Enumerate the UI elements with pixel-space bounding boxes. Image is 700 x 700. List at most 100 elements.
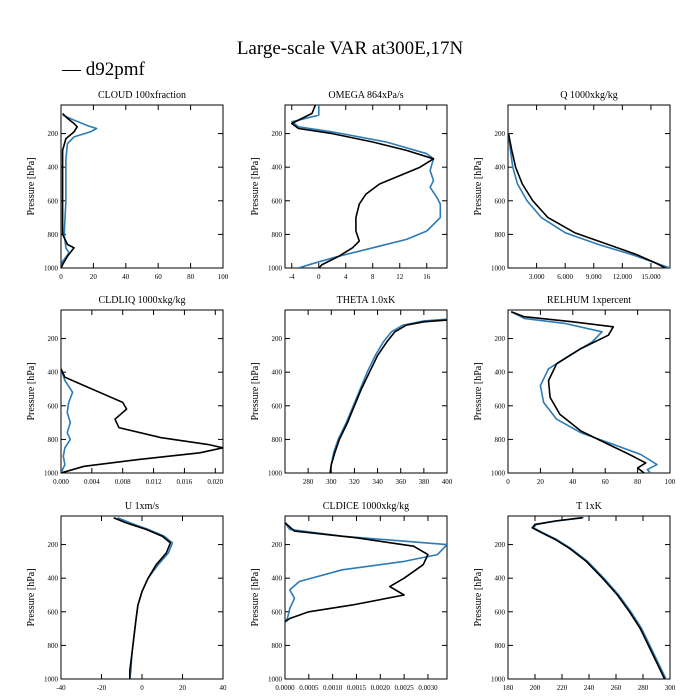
panel-8: T 1xK Pressure [hPa] 180 200 220 240 260 280 300… — [473, 501, 676, 692]
x-tick-label: 8 — [371, 273, 375, 281]
series-line-d92pmf — [329, 318, 447, 473]
y-tick-label: 200 — [48, 335, 59, 343]
y-tick-label: 400 — [48, 575, 59, 583]
x-tick-label: 9.000 — [586, 273, 602, 281]
y-tick-label: 400 — [272, 369, 283, 377]
y-tick-label: 600 — [48, 402, 59, 410]
x-tick-label: 0.0005 — [299, 684, 319, 692]
y-tick-label: 200 — [495, 130, 506, 138]
panel-title: OMEGA 864xPa/s — [328, 90, 403, 101]
y-axis-label: Pressure [hPa] — [250, 157, 261, 215]
x-tick-label: 0 — [140, 684, 144, 692]
y-tick-label: 800 — [48, 642, 59, 650]
x-tick-label: 280 — [303, 478, 314, 486]
y-axis-label: Pressure [hPa] — [473, 157, 484, 215]
x-tick-label: 40 — [122, 273, 130, 281]
x-tick-label: 0.020 — [207, 478, 223, 486]
y-tick-label: 200 — [48, 541, 59, 549]
y-tick-label: 200 — [48, 130, 59, 138]
x-tick-label: 60 — [155, 273, 163, 281]
series-line-d92pmf — [117, 516, 174, 679]
series-line-d92pmf — [61, 368, 74, 473]
series-line-black — [113, 516, 172, 679]
y-tick-label: 1000 — [491, 676, 506, 684]
x-tick-label: 0.008 — [115, 478, 131, 486]
x-tick-label: 0 — [506, 478, 510, 486]
series-line-black — [61, 112, 78, 268]
series-line-black — [329, 319, 447, 473]
y-tick-label: 600 — [495, 197, 506, 205]
y-tick-label: 600 — [495, 402, 506, 410]
x-tick-label: 320 — [349, 478, 360, 486]
y-tick-label: 1000 — [268, 265, 283, 273]
series-line-d92pmf — [61, 114, 98, 268]
panel-title: THETA 1.0xK — [337, 295, 396, 306]
legend-entry-d92pmf: — d92pmf — [61, 59, 146, 80]
y-tick-label: 1000 — [268, 676, 283, 684]
x-tick-label: 240 — [584, 684, 595, 692]
y-tick-label: 600 — [272, 608, 283, 616]
y-tick-label: 800 — [48, 436, 59, 444]
x-tick-label: 20 — [179, 684, 187, 692]
y-tick-label: 600 — [272, 197, 283, 205]
y-tick-label: 600 — [495, 608, 506, 616]
y-tick-label: 800 — [495, 436, 506, 444]
x-tick-label: 0.0010 — [323, 684, 343, 692]
y-tick-label: 200 — [495, 541, 506, 549]
x-tick-label: 12.000 — [613, 273, 633, 281]
y-tick-label: 400 — [48, 164, 59, 172]
figure-title: Large-scale VAR at300E,17N — [237, 38, 464, 59]
x-tick-label: 16 — [423, 273, 431, 281]
panel-7: CLDICE 1000xkg/kg Pressure [hPa] 0.0000 0.0… — [250, 501, 448, 692]
series-line-black — [61, 368, 223, 473]
x-tick-label: 80 — [187, 273, 195, 281]
y-tick-label: 1000 — [44, 265, 59, 273]
x-tick-label: 260 — [611, 684, 622, 692]
y-axis-label: Pressure [hPa] — [26, 362, 37, 420]
series-line-black — [510, 310, 647, 473]
panel-title: CLDICE 1000xkg/kg — [323, 501, 409, 512]
plot-frame — [284, 515, 448, 680]
y-axis-label: Pressure [hPa] — [473, 568, 484, 626]
panel-2: Q 1000xkg/kg Pressure [hPa] 3.000 6.000 9.00… — [473, 90, 671, 281]
panel-5: RELHUM 1xpercent Pressure [hPa] 0 20 40 60 80 1… — [473, 295, 676, 486]
panel-title: U 1xm/s — [125, 501, 159, 512]
panel-3: CLDLIQ 1000xkg/kg Pressure [hPa] 0.000 0.00… — [26, 295, 224, 486]
x-tick-label: 0 — [59, 273, 63, 281]
y-tick-label: 400 — [272, 164, 283, 172]
series-line-d92pmf — [510, 310, 658, 473]
x-tick-label: 400 — [442, 478, 453, 486]
panel-title: CLOUD 100xfraction — [98, 90, 186, 101]
x-tick-label: 340 — [372, 478, 383, 486]
y-tick-label: 800 — [272, 436, 283, 444]
x-tick-label: 300 — [326, 478, 337, 486]
x-tick-label: 20 — [537, 478, 545, 486]
x-tick-label: 100 — [218, 273, 229, 281]
x-tick-label: 360 — [395, 478, 406, 486]
y-tick-label: 800 — [495, 642, 506, 650]
plot-frame — [60, 309, 224, 474]
y-tick-label: 200 — [272, 130, 283, 138]
x-tick-label: 40 — [220, 684, 228, 692]
y-tick-label: 400 — [495, 164, 506, 172]
x-tick-label: 0.012 — [146, 478, 162, 486]
series-line-d92pmf — [508, 133, 670, 268]
x-tick-label: 200 — [530, 684, 541, 692]
plot-frame — [507, 104, 671, 269]
panel-grid: CLOUD 100xfraction Pressure [hPa] 0 20 40 60 8… — [26, 90, 676, 692]
x-tick-label: 0.000 — [53, 478, 69, 486]
x-tick-label: 220 — [557, 684, 568, 692]
series-line-black — [508, 133, 666, 268]
y-tick-label: 1000 — [268, 470, 283, 478]
y-tick-label: 600 — [48, 608, 59, 616]
series-line-d92pmf — [285, 522, 447, 623]
x-tick-label: 100 — [665, 478, 676, 486]
y-axis-label: Pressure [hPa] — [26, 568, 37, 626]
y-tick-label: 800 — [495, 231, 506, 239]
series-line-black — [285, 522, 429, 623]
plot-frame — [284, 104, 448, 269]
x-tick-label: 0.0025 — [394, 684, 414, 692]
series-line-black — [291, 105, 435, 268]
x-tick-label: 15.000 — [641, 273, 661, 281]
